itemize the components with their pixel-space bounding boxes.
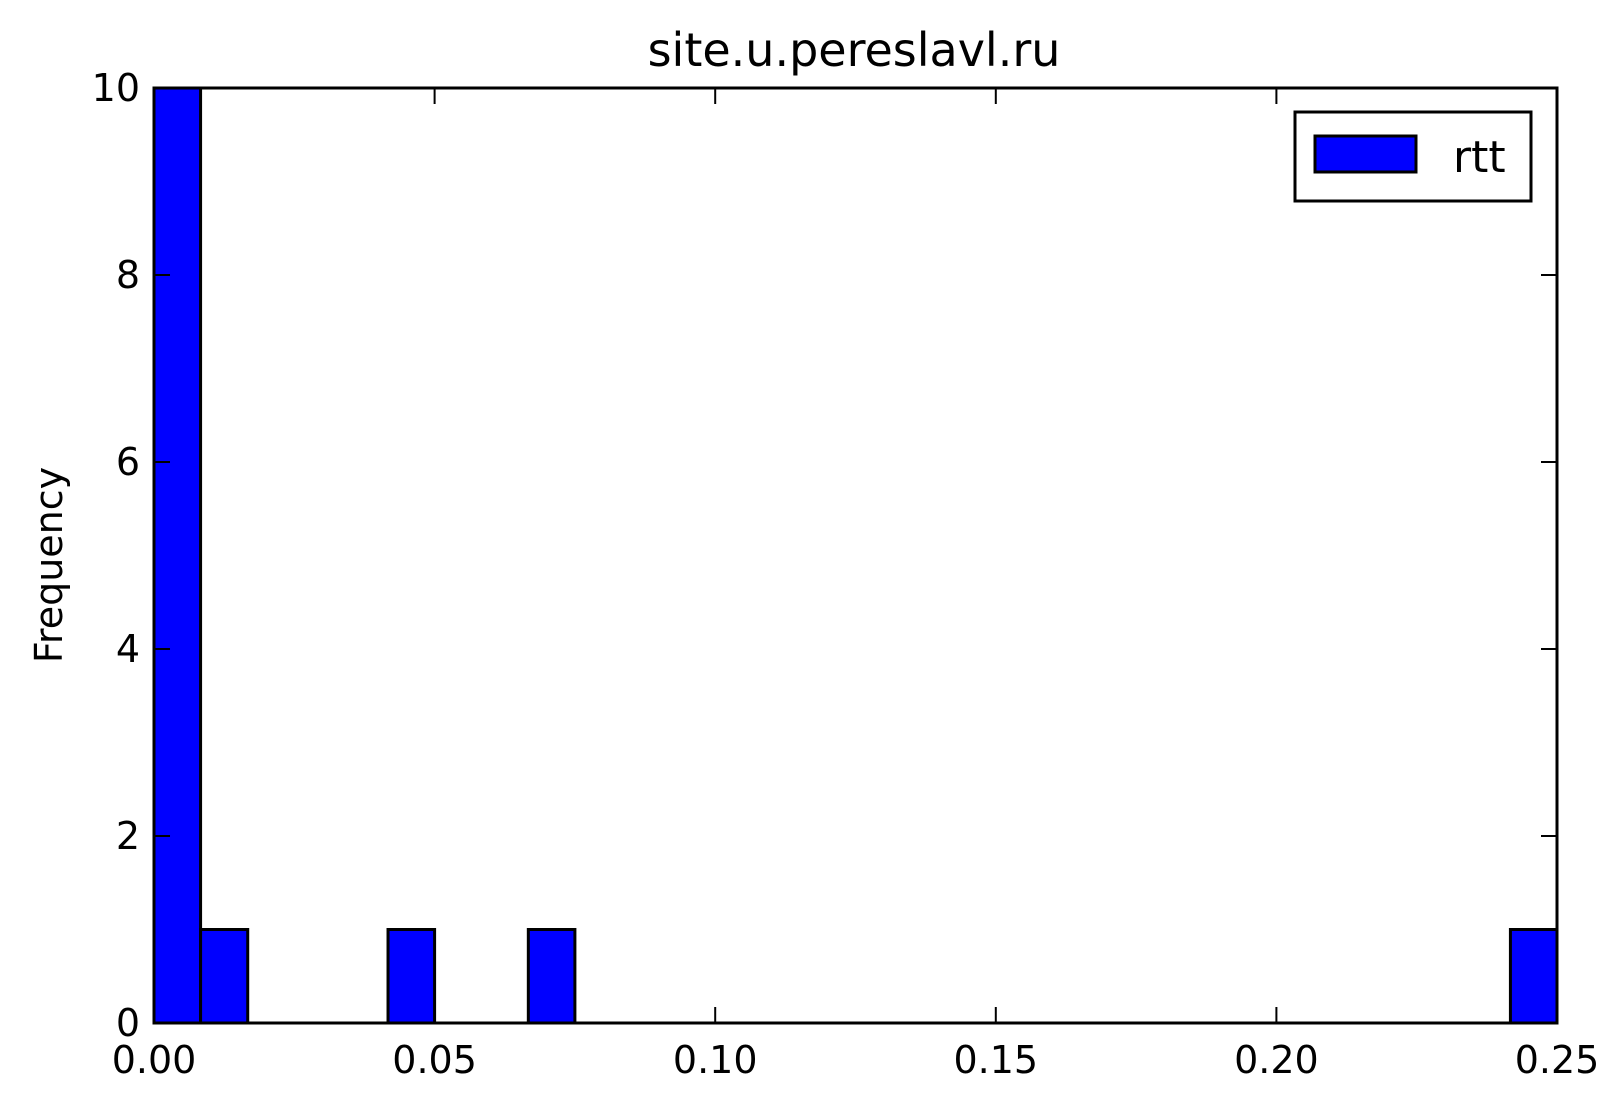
chart-title: site.u.pereslavl.ru xyxy=(648,23,1061,77)
histogram-bar xyxy=(386,928,437,1025)
x-tick-label: 0.05 xyxy=(392,1038,477,1082)
y-tick-label: 2 xyxy=(116,814,140,858)
x-tick-label: 0.00 xyxy=(112,1038,197,1082)
x-tick-label: 0.20 xyxy=(1234,1038,1319,1082)
y-tick-label: 4 xyxy=(116,627,140,671)
ticks-group: 0.00 0.05 0.10 0.15 0.20 0.25 0 2 4 6 8 10 xyxy=(92,66,1600,1082)
y-axis-label: Frequency xyxy=(27,467,71,663)
histogram-bar xyxy=(526,928,577,1025)
y-tick-label: 10 xyxy=(92,66,140,110)
y-tick-label: 6 xyxy=(116,440,140,484)
histogram-bar xyxy=(1508,928,1559,1025)
histogram-bar xyxy=(199,928,250,1025)
legend-swatch xyxy=(1313,134,1418,174)
x-tick-label: 0.25 xyxy=(1515,1038,1600,1082)
plot-frame xyxy=(152,86,1559,1025)
x-tick-label: 0.10 xyxy=(673,1038,758,1082)
y-tick-label: 8 xyxy=(116,253,140,297)
legend: rtt xyxy=(1293,110,1533,203)
legend-label: rtt xyxy=(1453,132,1506,183)
bars-group xyxy=(152,86,1559,1025)
histogram-bar xyxy=(152,86,203,1025)
y-tick-label: 0 xyxy=(116,1001,140,1045)
x-tick-label: 0.15 xyxy=(953,1038,1038,1082)
